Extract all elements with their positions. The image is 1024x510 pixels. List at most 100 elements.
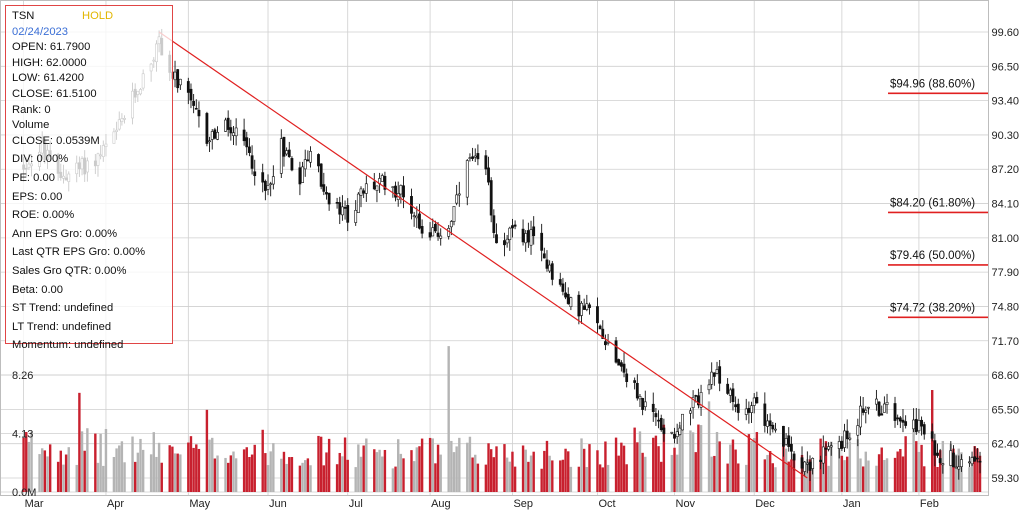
volume-bar bbox=[232, 451, 235, 492]
candle-body bbox=[867, 406, 870, 409]
candle-body bbox=[622, 363, 626, 373]
candle-body bbox=[532, 226, 536, 237]
high-price: HIGH: 62.0000 bbox=[12, 56, 87, 69]
volume-bar bbox=[304, 460, 307, 492]
annual-eps-growth: Ann EPS Gro: 0.00% bbox=[12, 227, 118, 240]
candle-body bbox=[521, 228, 525, 243]
candle-body bbox=[566, 293, 570, 304]
volume-bar bbox=[306, 458, 310, 492]
candle-body bbox=[455, 194, 459, 204]
price-tick-label: 81.00 bbox=[991, 233, 1019, 245]
volume-bar bbox=[466, 442, 469, 492]
volume-bar bbox=[811, 461, 814, 492]
candle-body bbox=[319, 163, 323, 187]
volume-bar bbox=[830, 441, 833, 492]
volume-bar bbox=[755, 432, 759, 492]
candle-body bbox=[936, 452, 939, 456]
volume-bar bbox=[418, 446, 421, 492]
candle-body bbox=[197, 109, 201, 117]
candle-body bbox=[898, 417, 902, 422]
volume-bar bbox=[104, 428, 108, 492]
candle-body bbox=[699, 392, 703, 408]
volume-bar bbox=[633, 427, 636, 492]
volume-bar bbox=[373, 449, 376, 492]
candle-body bbox=[885, 401, 889, 405]
month-tick-label: May bbox=[189, 498, 210, 510]
volume-bar bbox=[904, 436, 907, 492]
price-tick-label: 87.20 bbox=[991, 164, 1019, 176]
candle-body bbox=[359, 188, 363, 196]
momentum: Momentum: undefined bbox=[12, 339, 124, 352]
candle-body bbox=[843, 430, 846, 448]
candle-body bbox=[271, 176, 275, 185]
volume-bar bbox=[341, 456, 344, 492]
candle-body bbox=[261, 172, 265, 183]
month-tick-label: Aug bbox=[431, 498, 451, 510]
volume-bar bbox=[383, 449, 387, 492]
candle-body bbox=[697, 395, 700, 406]
candle-body bbox=[285, 150, 289, 155]
candle-body bbox=[845, 430, 849, 440]
volume-bar bbox=[745, 464, 748, 492]
volume-bar bbox=[208, 439, 211, 492]
volume-bar bbox=[115, 448, 118, 492]
candle-body bbox=[449, 221, 453, 228]
volume-bar bbox=[952, 448, 955, 492]
candle-body bbox=[861, 408, 865, 413]
candle-body bbox=[245, 137, 249, 148]
candle-body bbox=[213, 129, 217, 139]
candle-body bbox=[343, 207, 347, 209]
volume-bar bbox=[949, 443, 953, 492]
price-tick-label: 99.60 bbox=[991, 27, 1019, 39]
volume-bar bbox=[152, 432, 155, 492]
volume-bar bbox=[625, 464, 628, 492]
volume-bar bbox=[912, 428, 915, 492]
month-tick-label: Jan bbox=[843, 498, 861, 510]
volume-bar bbox=[938, 450, 942, 492]
fib-level-label: $94.96 (88.60%) bbox=[890, 78, 975, 90]
volume-bar bbox=[157, 442, 161, 492]
candle-body bbox=[960, 459, 963, 467]
volume-bar bbox=[301, 462, 304, 492]
candle-body bbox=[229, 127, 233, 134]
candle-body bbox=[811, 458, 815, 469]
volume-bar bbox=[551, 460, 554, 492]
volume-bar bbox=[763, 459, 767, 492]
volume-bar bbox=[86, 428, 89, 492]
candle-body bbox=[617, 359, 621, 366]
ticker-symbol: TSN bbox=[12, 10, 35, 22]
volume-bar bbox=[123, 462, 126, 492]
volume-bar bbox=[139, 438, 142, 492]
candle-body bbox=[954, 466, 958, 469]
volume-bar bbox=[458, 437, 461, 492]
volume-bar bbox=[670, 454, 674, 492]
sales-growth-qtr: Sales Gro QTR: 0.00% bbox=[12, 264, 127, 277]
volume-bar bbox=[731, 439, 735, 492]
candle-body bbox=[877, 401, 881, 416]
candle-body bbox=[468, 157, 472, 159]
volume-bar bbox=[155, 456, 158, 492]
candle-body bbox=[178, 78, 182, 86]
candle-body bbox=[362, 190, 366, 194]
candle-body bbox=[588, 304, 591, 308]
candle-body bbox=[226, 117, 230, 130]
volume-bar bbox=[487, 443, 490, 492]
dividend: DIV: 0.00% bbox=[12, 153, 69, 166]
volume-bar bbox=[750, 440, 753, 492]
volume-bar bbox=[691, 432, 695, 492]
candle-body bbox=[208, 140, 211, 143]
candle-body bbox=[726, 383, 730, 394]
volume-bar bbox=[960, 452, 963, 492]
price-tick-label: 90.30 bbox=[991, 130, 1019, 142]
volume-bar bbox=[880, 447, 883, 492]
candle-body bbox=[827, 446, 830, 450]
volume-bar bbox=[131, 436, 134, 492]
volume-bar bbox=[288, 457, 291, 492]
volume-bar bbox=[622, 445, 626, 492]
candle-body bbox=[689, 410, 692, 414]
volume-axis-labels: 8.26 4.13 0.0M bbox=[12, 370, 36, 499]
candle-body bbox=[952, 452, 955, 468]
candle-body bbox=[364, 183, 368, 194]
volume-bar bbox=[662, 424, 666, 492]
candle-body bbox=[558, 279, 562, 285]
